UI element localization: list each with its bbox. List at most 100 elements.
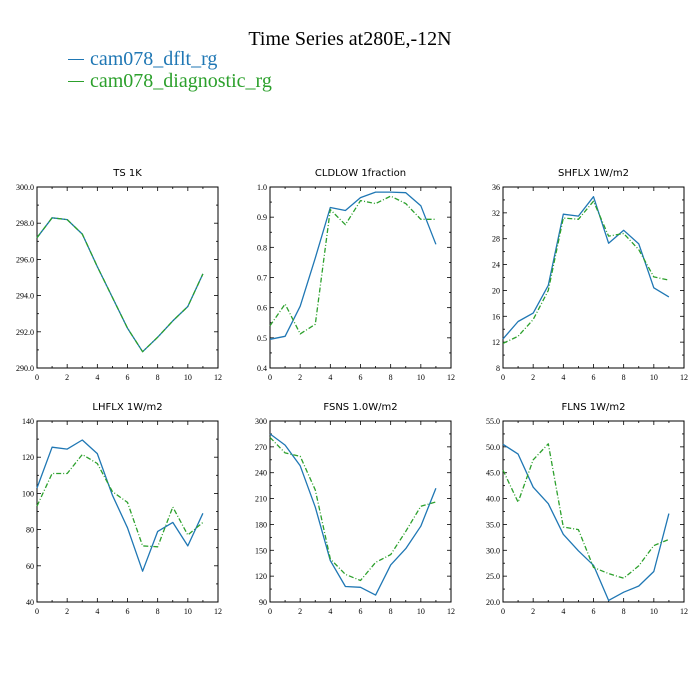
plot-title: CLDLOW 1fraction [315, 168, 406, 179]
y-tick-label: 300 [255, 417, 267, 426]
y-tick-label: 210 [255, 495, 267, 504]
y-tick-label: 20 [492, 286, 500, 295]
y-tick-label: 36 [492, 183, 500, 192]
x-tick-label: 8 [389, 373, 393, 382]
x-tick-label: 8 [156, 607, 160, 616]
plot-frame [502, 420, 685, 603]
series-line-dflt [36, 217, 204, 353]
y-tick-label: 0.6 [257, 304, 267, 313]
y-tick-label: 55.0 [486, 417, 500, 426]
panel-ts: TS 1K 0 2 4 6 8 10 12 290.0 292.0 294.0 296.0 298.0 3… [16, 168, 222, 382]
y-tick-label: 0.4 [257, 364, 267, 373]
panel-cldlow: CLDLOW 1fraction 0 2 4 6 8 10 12 0.4 0.5 0.6 0.7 0.8… [257, 168, 455, 382]
series-line-diagnostic [36, 217, 204, 353]
x-tick-label: 2 [65, 373, 69, 382]
x-tick-label: 8 [389, 607, 393, 616]
panel-fsns: FSNS 1.0W/m2 0 2 4 6 8 10 12 90 120 150 180 210 240 27… [255, 402, 455, 616]
series-line-dflt [502, 196, 670, 340]
y-tick-label: 292.0 [16, 328, 34, 337]
y-tick-label: 270 [255, 443, 267, 452]
y-tick-label: 0.9 [257, 213, 267, 222]
x-tick-label: 4 [561, 373, 565, 382]
y-tick-label: 28 [492, 235, 500, 244]
legend-label-diagnostic: cam078_diagnostic_rg [90, 70, 272, 92]
y-tick-label: 180 [255, 520, 267, 529]
x-tick-label: 2 [531, 373, 535, 382]
series-line-diagnostic [502, 200, 670, 344]
y-tick-label: 300.0 [16, 183, 34, 192]
x-tick-label: 2 [531, 607, 535, 616]
y-tick-label: 80 [26, 526, 34, 535]
x-tick-label: 4 [95, 607, 99, 616]
x-tick-label: 8 [622, 373, 626, 382]
y-tick-label: 150 [255, 546, 267, 555]
y-tick-label: 60 [26, 562, 34, 571]
series-line-dflt [269, 433, 437, 596]
series-line-dflt [502, 443, 670, 602]
x-tick-label: 6 [126, 373, 130, 382]
x-tick-label: 6 [592, 373, 596, 382]
x-tick-label: 6 [359, 373, 363, 382]
legend-item-diagnostic: cam078_diagnostic_rg [68, 70, 272, 92]
y-tick-label: 1.0 [257, 183, 267, 192]
x-tick-label: 10 [650, 607, 658, 616]
y-tick-label: 32 [492, 209, 500, 218]
panel-lhflx: LHFLX 1W/m2 0 2 4 6 8 10 12 40 60 80 100 120 140 [22, 402, 222, 616]
panel-flns: FLNS 1W/m2 0 2 4 6 8 10 12 20.0 25.0 30.0 35.0 40.0 4… [486, 402, 688, 616]
x-tick-label: 0 [501, 373, 505, 382]
x-tick-label: 6 [592, 607, 596, 616]
y-tick-label: 40.0 [486, 495, 500, 504]
plot-title: FSNS 1.0W/m2 [323, 402, 397, 413]
legend-item-dflt: cam078_dflt_rg [68, 48, 272, 70]
x-tick-label: 6 [359, 607, 363, 616]
y-tick-label: 120 [255, 572, 267, 581]
legend: cam078_dflt_rg cam078_diagnostic_rg [68, 48, 272, 92]
plot-title: TS 1K [112, 168, 142, 179]
x-tick-label: 12 [214, 373, 222, 382]
y-tick-label: 298.0 [16, 219, 34, 228]
y-tick-label: 0.5 [257, 334, 267, 343]
plot-title: FLNS 1W/m2 [561, 402, 625, 413]
x-tick-label: 12 [680, 373, 688, 382]
legend-label-dflt: cam078_dflt_rg [90, 48, 218, 70]
y-tick-label: 290.0 [16, 364, 34, 373]
plot-title: SHFLX 1W/m2 [558, 168, 629, 179]
x-tick-label: 4 [328, 607, 332, 616]
plot-frame [269, 420, 452, 603]
y-tick-label: 120 [22, 453, 34, 462]
y-tick-label: 30.0 [486, 546, 500, 555]
y-tick-label: 294.0 [16, 292, 34, 301]
x-tick-label: 2 [298, 373, 302, 382]
y-tick-label: 20.0 [486, 598, 500, 607]
x-tick-label: 4 [561, 607, 565, 616]
y-tick-label: 0.7 [257, 274, 267, 283]
y-tick-label: 296.0 [16, 255, 34, 264]
y-tick-label: 8 [496, 364, 500, 373]
x-tick-label: 10 [417, 373, 425, 382]
x-tick-label: 12 [680, 607, 688, 616]
x-tick-label: 6 [126, 607, 130, 616]
y-tick-label: 240 [255, 469, 267, 478]
y-tick-label: 40 [26, 598, 34, 607]
x-tick-label: 4 [95, 373, 99, 382]
x-tick-label: 8 [622, 607, 626, 616]
x-tick-label: 2 [65, 607, 69, 616]
y-tick-label: 25.0 [486, 572, 500, 581]
series-line-dflt [269, 191, 437, 340]
x-tick-label: 12 [214, 607, 222, 616]
series-line-diagnostic [269, 436, 437, 582]
x-tick-label: 10 [650, 373, 658, 382]
y-tick-label: 24 [492, 261, 500, 270]
x-tick-label: 0 [501, 607, 505, 616]
series-line-diagnostic [502, 443, 670, 579]
x-tick-label: 12 [447, 373, 455, 382]
y-tick-label: 140 [22, 417, 34, 426]
y-tick-label: 12 [492, 338, 500, 347]
x-tick-label: 0 [35, 607, 39, 616]
x-tick-label: 12 [447, 607, 455, 616]
y-tick-label: 90 [259, 598, 267, 607]
x-tick-label: 0 [268, 607, 272, 616]
x-tick-label: 10 [184, 607, 192, 616]
